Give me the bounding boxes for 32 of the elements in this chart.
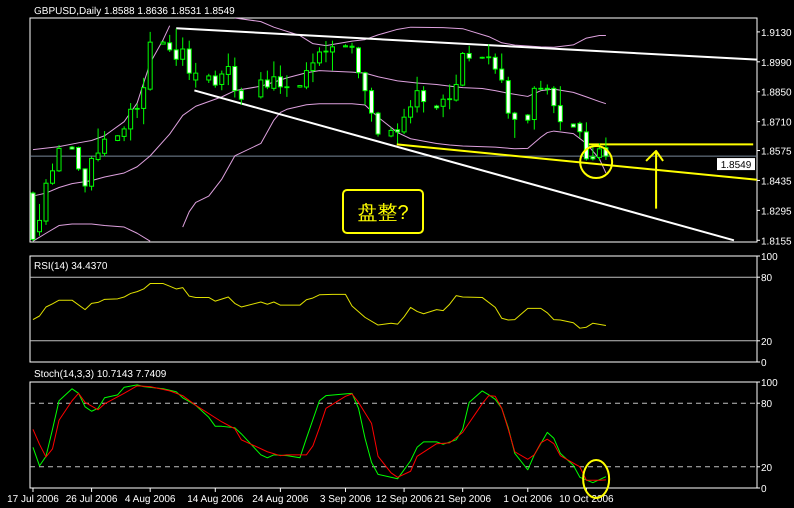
y-tick-label: 1.8990: [761, 58, 792, 69]
y-tick-label: 1.8435: [761, 176, 792, 188]
candlestick: [512, 111, 518, 138]
y-tick-label: 1.8850: [761, 88, 792, 99]
chart-title: Stoch(14,3,3) 10.7143 7.7409: [34, 369, 167, 380]
text: RSI(14) 34.4370: [34, 261, 108, 272]
x-tick-label: 12 Sep 2006: [376, 494, 433, 505]
ref-line-label: 1.8549: [720, 160, 752, 172]
chart-title: GBPUSD,Daily 1.8588 1.8636 1.8531 1.8549: [34, 6, 236, 17]
y-tick-label: 1.8710: [761, 118, 792, 129]
y-tick-label: 100: [761, 252, 778, 263]
y-tick-label: 1.9130: [761, 28, 792, 39]
y-tick-label: 20: [761, 462, 773, 474]
x-tick-label: 4 Aug 2006: [124, 494, 176, 505]
x-tick-label: 1 Oct 2006: [503, 494, 553, 505]
x-tick-label: 17 Jul 2006: [7, 494, 60, 505]
x-tick-label: 14 Aug 2006: [187, 494, 244, 505]
y-tick-label: 1.8575: [761, 146, 792, 158]
x-tick-label: 21 Sep 2006: [434, 494, 492, 505]
y-tick-label: 0: [761, 358, 767, 369]
y-tick-label: 20: [761, 336, 773, 348]
x-tick-label: 3 Sep 2006: [320, 494, 372, 505]
y-tick-label: 1.8155: [761, 236, 792, 248]
x-tick-label: 24 Aug 2006: [252, 494, 309, 505]
y-tick-label: 100: [761, 378, 778, 389]
y-tick-label: 80: [761, 273, 773, 284]
y-tick-label: 0: [761, 484, 767, 495]
line-series: [32, 283, 606, 329]
y-tick-label: 80: [761, 399, 773, 410]
x-tick-label: 26 Jul 2006: [66, 494, 118, 505]
annotation: 盘整?: [357, 202, 409, 224]
y-tick-label: 1.8295: [761, 206, 792, 218]
